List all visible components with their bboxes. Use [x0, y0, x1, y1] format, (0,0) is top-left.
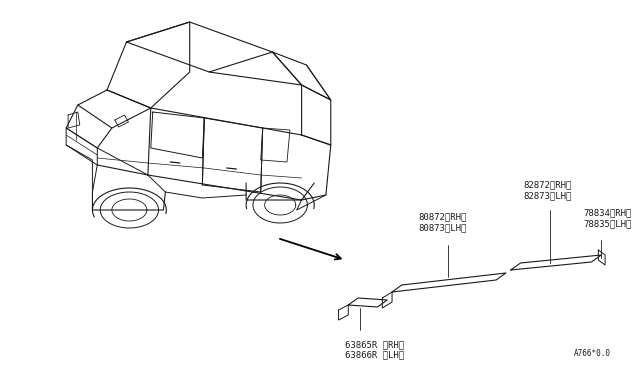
- Text: 82872〈RH〉
82873〈LH〉: 82872〈RH〉 82873〈LH〉: [524, 180, 572, 200]
- Text: 78834〈RH〉
78835〈LH〉: 78834〈RH〉 78835〈LH〉: [584, 209, 632, 228]
- Text: 80872〈RH〉
80873〈LH〉: 80872〈RH〉 80873〈LH〉: [419, 213, 467, 232]
- Text: 63865R 〈RH〉
63866R 〈LH〉: 63865R 〈RH〉 63866R 〈LH〉: [346, 340, 404, 359]
- Text: A766*0.0: A766*0.0: [574, 349, 611, 358]
